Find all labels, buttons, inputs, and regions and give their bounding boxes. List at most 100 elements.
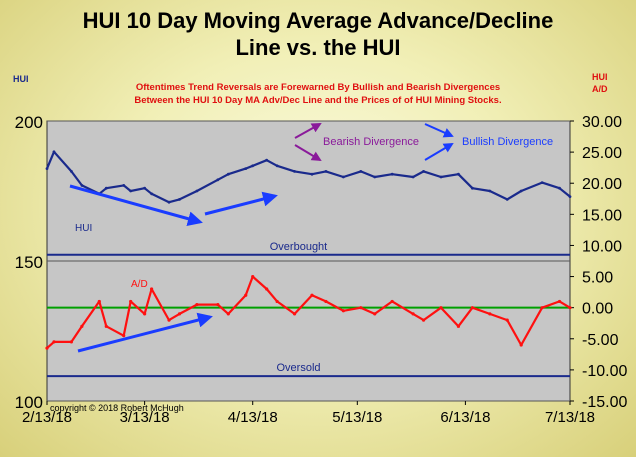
level-label: Overbought: [270, 241, 327, 253]
ad-point: [310, 293, 314, 297]
hui-point: [324, 170, 328, 173]
chart-subtitle-line1: Oftentimes Trend Reversals are Forewarne…: [135, 82, 501, 93]
ad-point: [251, 274, 255, 279]
hui-point: [167, 200, 171, 204]
hui-point: [275, 164, 279, 168]
x-tick-label: 5/13/18: [332, 409, 382, 426]
ad-point: [324, 299, 328, 304]
x-tick-label: 7/13/18: [545, 409, 595, 426]
hui-point: [122, 184, 126, 187]
hui-point: [216, 178, 220, 182]
hui-point: [390, 172, 394, 176]
ad-point: [195, 302, 199, 307]
hui-point: [310, 172, 314, 176]
x-tick-label: 4/13/18: [228, 409, 278, 426]
bullish-arrow: [424, 142, 454, 161]
hui-point: [129, 189, 133, 193]
copyright-text: copyright © 2018 Robert McHugh: [50, 403, 184, 413]
right-tick-label: 15.00: [582, 207, 622, 224]
hui-point: [341, 175, 345, 179]
ad-point: [167, 318, 171, 322]
ad-point: [216, 302, 220, 307]
ad-point: [69, 340, 74, 344]
hui-point: [568, 195, 572, 199]
right-tick-label: -5.00: [582, 332, 619, 349]
hui-point: [104, 186, 108, 190]
divergence-arrow: [69, 184, 203, 227]
hui-point: [519, 189, 523, 193]
hui-point: [70, 170, 73, 173]
right-tick-label: 10.00: [582, 238, 622, 255]
hui-point: [470, 186, 474, 190]
ad-point: [456, 324, 461, 328]
right-axis-label-hui: HUI: [592, 72, 608, 82]
ad-series-label: A/D: [131, 279, 148, 290]
ad-point: [505, 318, 509, 322]
hui-point: [457, 172, 460, 176]
ad-point: [519, 343, 523, 347]
hui-point: [150, 192, 154, 196]
left-tick-label: 150: [15, 253, 43, 272]
ad-point: [129, 299, 133, 304]
ad-point: [80, 324, 84, 328]
ad-point: [439, 306, 443, 310]
ad-point: [275, 299, 279, 304]
level-label: Oversold: [276, 362, 320, 374]
x-tick-label: 6/13/18: [440, 409, 490, 426]
ad-point: [226, 312, 230, 316]
ad-point: [557, 299, 562, 304]
hui-point: [226, 172, 230, 176]
ad-point: [122, 334, 126, 338]
divergence-arrow: [77, 312, 213, 353]
hui-point: [439, 175, 443, 179]
left-axis-label: HUI: [13, 74, 29, 84]
ad-point: [104, 324, 108, 328]
hui-point: [359, 170, 363, 173]
x-tick-label: 2/13/18: [22, 409, 72, 426]
hui-point: [80, 184, 84, 187]
x-tick-label: 3/13/18: [120, 409, 170, 426]
bearish-arrow: [294, 144, 322, 162]
right-tick-label: 25.00: [582, 145, 622, 162]
hui-point: [143, 186, 147, 190]
ad-point: [292, 312, 297, 316]
ad-point: [488, 312, 492, 316]
ad-point: [97, 299, 101, 304]
ad-point: [568, 306, 572, 310]
ad-point: [143, 312, 147, 316]
hui-point: [422, 170, 425, 173]
hui-point: [540, 181, 544, 185]
hui-point: [251, 164, 255, 168]
hui-point: [558, 186, 561, 190]
hui-point: [45, 167, 49, 171]
ad-point: [341, 309, 345, 313]
left-tick-label: 100: [15, 393, 43, 412]
ad-point: [150, 287, 154, 291]
hui-point: [293, 170, 296, 173]
ad-point: [373, 312, 377, 316]
bearish-divergence-label: Bearish Divergence: [323, 136, 419, 148]
ad-point: [177, 312, 182, 316]
hui-point: [373, 175, 377, 179]
hui-series-label: HUI: [75, 223, 92, 234]
ad-point: [265, 287, 269, 291]
hui-point: [244, 167, 248, 171]
ad-point: [470, 306, 474, 310]
chart-subtitle-line2: Between the HUI 10 Day MA Adv/Dec Line a…: [134, 95, 502, 106]
right-tick-label: 20.00: [582, 176, 622, 193]
ad-point: [359, 306, 363, 310]
right-tick-label: 0.00: [582, 301, 613, 318]
ad-point: [411, 312, 415, 316]
hui-point: [411, 175, 415, 179]
ad-point: [244, 293, 248, 297]
hui-point: [265, 158, 269, 162]
bullish-arrow: [424, 123, 454, 138]
chart-title-line2: Line vs. the HUI: [235, 35, 401, 60]
right-axis-label-ad: A/D: [592, 84, 608, 94]
bullish-divergence-label: Bullish Divergence: [462, 136, 553, 148]
right-tick-label: 5.00: [582, 270, 613, 287]
ad-point: [52, 340, 56, 344]
hui-point: [52, 150, 56, 154]
chart-title-line1: HUI 10 Day Moving Average Advance/Declin…: [82, 8, 554, 33]
right-tick-label: -10.00: [582, 363, 627, 380]
